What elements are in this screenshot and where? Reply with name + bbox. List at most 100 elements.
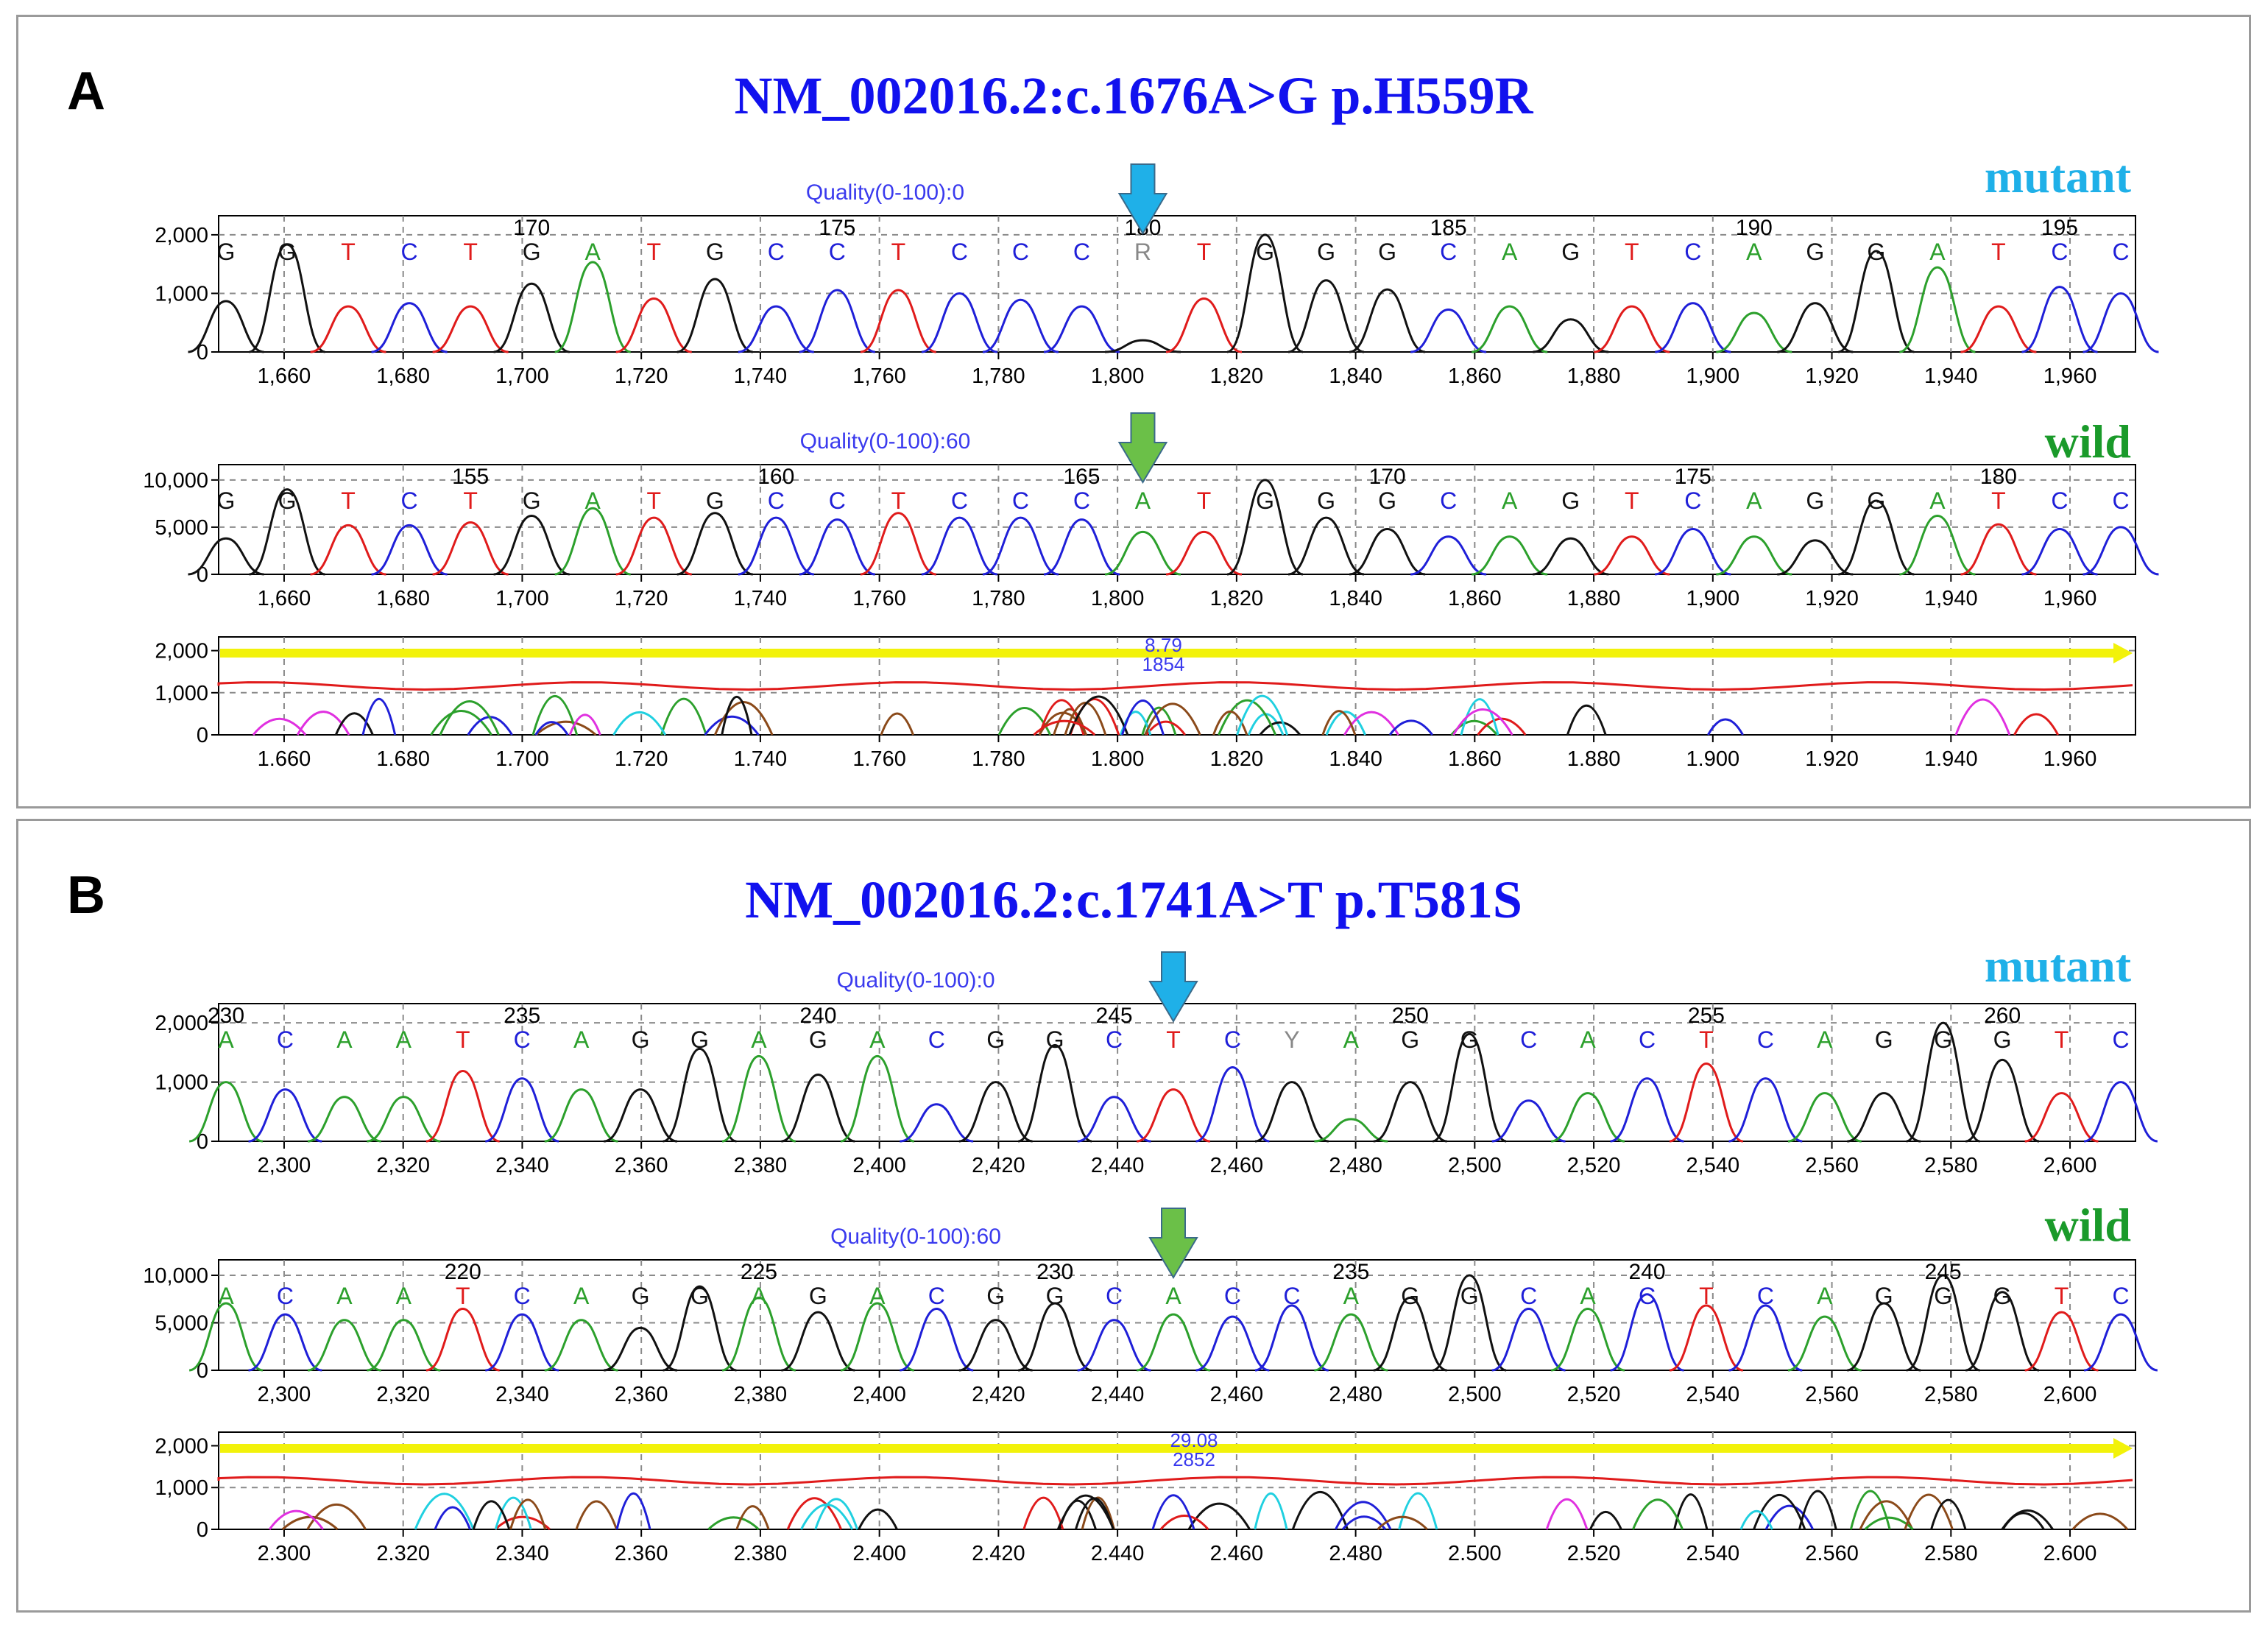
difference-peak — [1325, 711, 1366, 736]
x-tick-label: 2.500 — [1448, 1542, 1502, 1565]
base-call-label: C — [768, 239, 785, 265]
y-tick-label: 1,000 — [155, 682, 208, 705]
chromatogram-peak — [188, 537, 264, 576]
difference-peak — [713, 701, 774, 736]
base-call-label: T — [2055, 1283, 2069, 1309]
base-call-label: G — [632, 1026, 650, 1053]
x-tick-label: 2,420 — [972, 1154, 1025, 1177]
x-tick-label: 1,920 — [1805, 364, 1859, 388]
difference-peak — [334, 712, 374, 736]
base-call-label: C — [1283, 1283, 1300, 1309]
x-tick-label: 1,900 — [1686, 364, 1740, 388]
difference-peak — [1121, 700, 1165, 736]
base-call-label: G — [1993, 1026, 2012, 1053]
difference-peak — [612, 711, 667, 736]
difference-peak — [1377, 1515, 1428, 1531]
position-number: 195 — [2041, 216, 2078, 240]
difference-peak — [800, 1504, 854, 1530]
difference-score-label: 8.79 — [1145, 634, 1182, 656]
chromatogram-peak — [425, 1308, 500, 1372]
chromatogram-peak — [1254, 1081, 1329, 1143]
base-call-label: T — [891, 239, 906, 265]
base-call-label: C — [2112, 487, 2129, 514]
base-call-label: Y — [1284, 1026, 1299, 1053]
x-tick-label: 2,540 — [1686, 1383, 1740, 1406]
chromatogram-peak — [493, 282, 570, 353]
x-tick-label: 1.660 — [258, 747, 311, 771]
x-tick-label: 1.900 — [1686, 747, 1740, 771]
y-tick-label: 2,000 — [155, 640, 208, 663]
base-call-label: G — [1806, 487, 1824, 514]
chromatogram-peak — [1077, 1319, 1151, 1372]
chromatogram-peak — [1533, 318, 1609, 353]
base-call-label: C — [928, 1283, 945, 1309]
base-call-label: A — [585, 487, 601, 514]
chromatogram-peak — [1195, 1065, 1270, 1143]
position-number: 255 — [1688, 1004, 1725, 1028]
difference-peak — [1707, 718, 1744, 736]
x-tick-label: 2.380 — [734, 1542, 788, 1565]
base-call-label: C — [2112, 239, 2129, 265]
position-number: 240 — [799, 1004, 836, 1028]
chromatogram-peak — [860, 289, 937, 353]
base-call-label: C — [1073, 239, 1090, 265]
x-tick-label: 1.860 — [1448, 747, 1502, 771]
position-number: 175 — [819, 216, 855, 240]
chromatogram-peak — [1165, 297, 1243, 353]
difference-peak — [704, 715, 760, 736]
y-tick-label: 10,000 — [143, 1264, 208, 1288]
chromatogram-peak — [982, 516, 1059, 576]
base-call-label: A — [869, 1283, 886, 1309]
chromatogram-peak — [1965, 1291, 2040, 1372]
x-tick-label: 1,780 — [972, 364, 1025, 388]
difference-peak — [1904, 1493, 1954, 1530]
chromatogram-peak — [1104, 530, 1181, 576]
chromatogram-peak — [603, 1088, 678, 1143]
x-tick-label: 1,820 — [1210, 364, 1264, 388]
x-tick-label: 1,800 — [1091, 587, 1145, 610]
difference-peak — [1739, 1509, 1773, 1530]
chromatogram-peak — [1847, 1092, 1921, 1143]
base-call-label: G — [1378, 239, 1396, 265]
y-tick-label: 0 — [197, 1130, 208, 1154]
x-tick-label: 1,800 — [1091, 364, 1145, 388]
x-tick-label: 2,460 — [1210, 1154, 1264, 1177]
x-tick-label: 1,720 — [615, 364, 668, 388]
difference-peak — [735, 1505, 770, 1530]
x-tick-label: 2,320 — [376, 1154, 430, 1177]
difference-threshold-line — [217, 1476, 2133, 1486]
x-tick-label: 1,860 — [1448, 364, 1502, 388]
x-tick-label: 2,400 — [852, 1383, 906, 1406]
y-tick-label: 5,000 — [155, 1312, 208, 1336]
mutant-label: mutant — [1984, 940, 2131, 992]
base-call-label: A — [218, 1026, 234, 1053]
x-tick-label: 2,380 — [734, 1383, 788, 1406]
position-number: 170 — [1369, 465, 1406, 489]
mutant-label: mutant — [1984, 150, 2131, 202]
chromatogram-peak — [982, 298, 1059, 353]
base-call-label: C — [1639, 1026, 1656, 1053]
base-call-label: T — [1166, 1026, 1181, 1053]
x-tick-label: 2.480 — [1329, 1542, 1382, 1565]
plot-frame — [218, 215, 2136, 353]
base-call-label: C — [768, 487, 785, 514]
x-tick-label: 1,920 — [1805, 587, 1859, 610]
chromatogram-peak — [249, 243, 325, 353]
base-call-label: T — [463, 487, 478, 514]
chromatogram-peak — [1728, 1304, 1803, 1372]
chromatogram-peak — [1965, 1058, 2040, 1143]
difference-peak — [1212, 711, 1248, 736]
base-call-label: G — [706, 239, 724, 265]
base-call-label: C — [1757, 1283, 1774, 1309]
difference-peak — [306, 1503, 367, 1530]
position-number: 155 — [452, 465, 489, 489]
base-call-label: C — [277, 1026, 294, 1053]
base-call-label: C — [2051, 239, 2068, 265]
base-call-label: C — [1684, 239, 1701, 265]
base-call-label: G — [1256, 239, 1274, 265]
base-call-label: C — [1106, 1283, 1123, 1309]
base-call-label: A — [751, 1026, 767, 1053]
base-call-label: R — [1134, 239, 1151, 265]
difference-peak — [1068, 695, 1129, 736]
base-call-label: C — [514, 1283, 531, 1309]
